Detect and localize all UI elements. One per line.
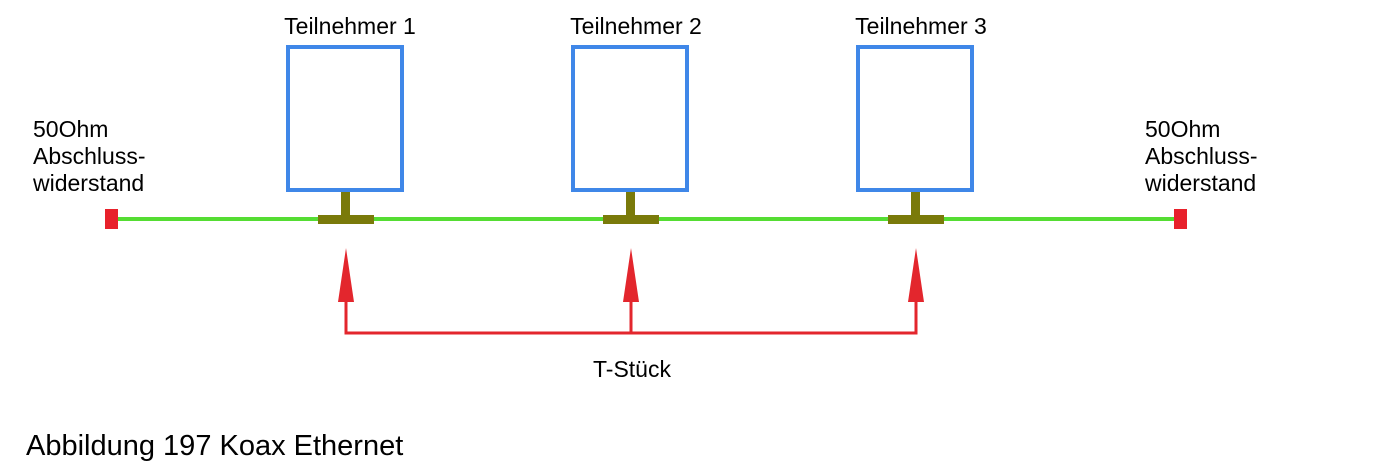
participant-3-label: Teilnehmer 3 <box>855 13 987 39</box>
left-terminator <box>105 209 118 229</box>
participant-2-box <box>573 47 687 190</box>
participant-1-box <box>288 47 402 190</box>
left-terminator-label: 50Ohm Abschluss- widerstand <box>32 116 145 196</box>
participant-2-label: Teilnehmer 2 <box>570 13 702 39</box>
left-terminator-label-line2: Abschluss- <box>33 143 145 169</box>
arrow-head-2 <box>623 248 639 302</box>
t-connector-1 <box>318 192 374 224</box>
right-terminator-label-line3: widerstand <box>1144 170 1256 196</box>
left-terminator-label-line1: 50Ohm <box>33 116 108 142</box>
right-terminator <box>1174 209 1187 229</box>
left-terminator-label-line3: widerstand <box>32 170 144 196</box>
t-connector-3 <box>888 192 944 224</box>
right-terminator-label: 50Ohm Abschluss- widerstand <box>1144 116 1257 196</box>
t-piece-label: T-Stück <box>593 356 671 382</box>
figure-caption: Abbildung 197 Koax Ethernet <box>26 430 403 462</box>
right-terminator-label-line1: 50Ohm <box>1145 116 1220 142</box>
participant-1-label: Teilnehmer 1 <box>284 13 416 39</box>
t-connector-2 <box>603 192 659 224</box>
right-terminator-label-line2: Abschluss- <box>1145 143 1257 169</box>
arrow-head-3 <box>908 248 924 302</box>
arrow-head-1 <box>338 248 354 302</box>
participant-3-box <box>858 47 972 190</box>
